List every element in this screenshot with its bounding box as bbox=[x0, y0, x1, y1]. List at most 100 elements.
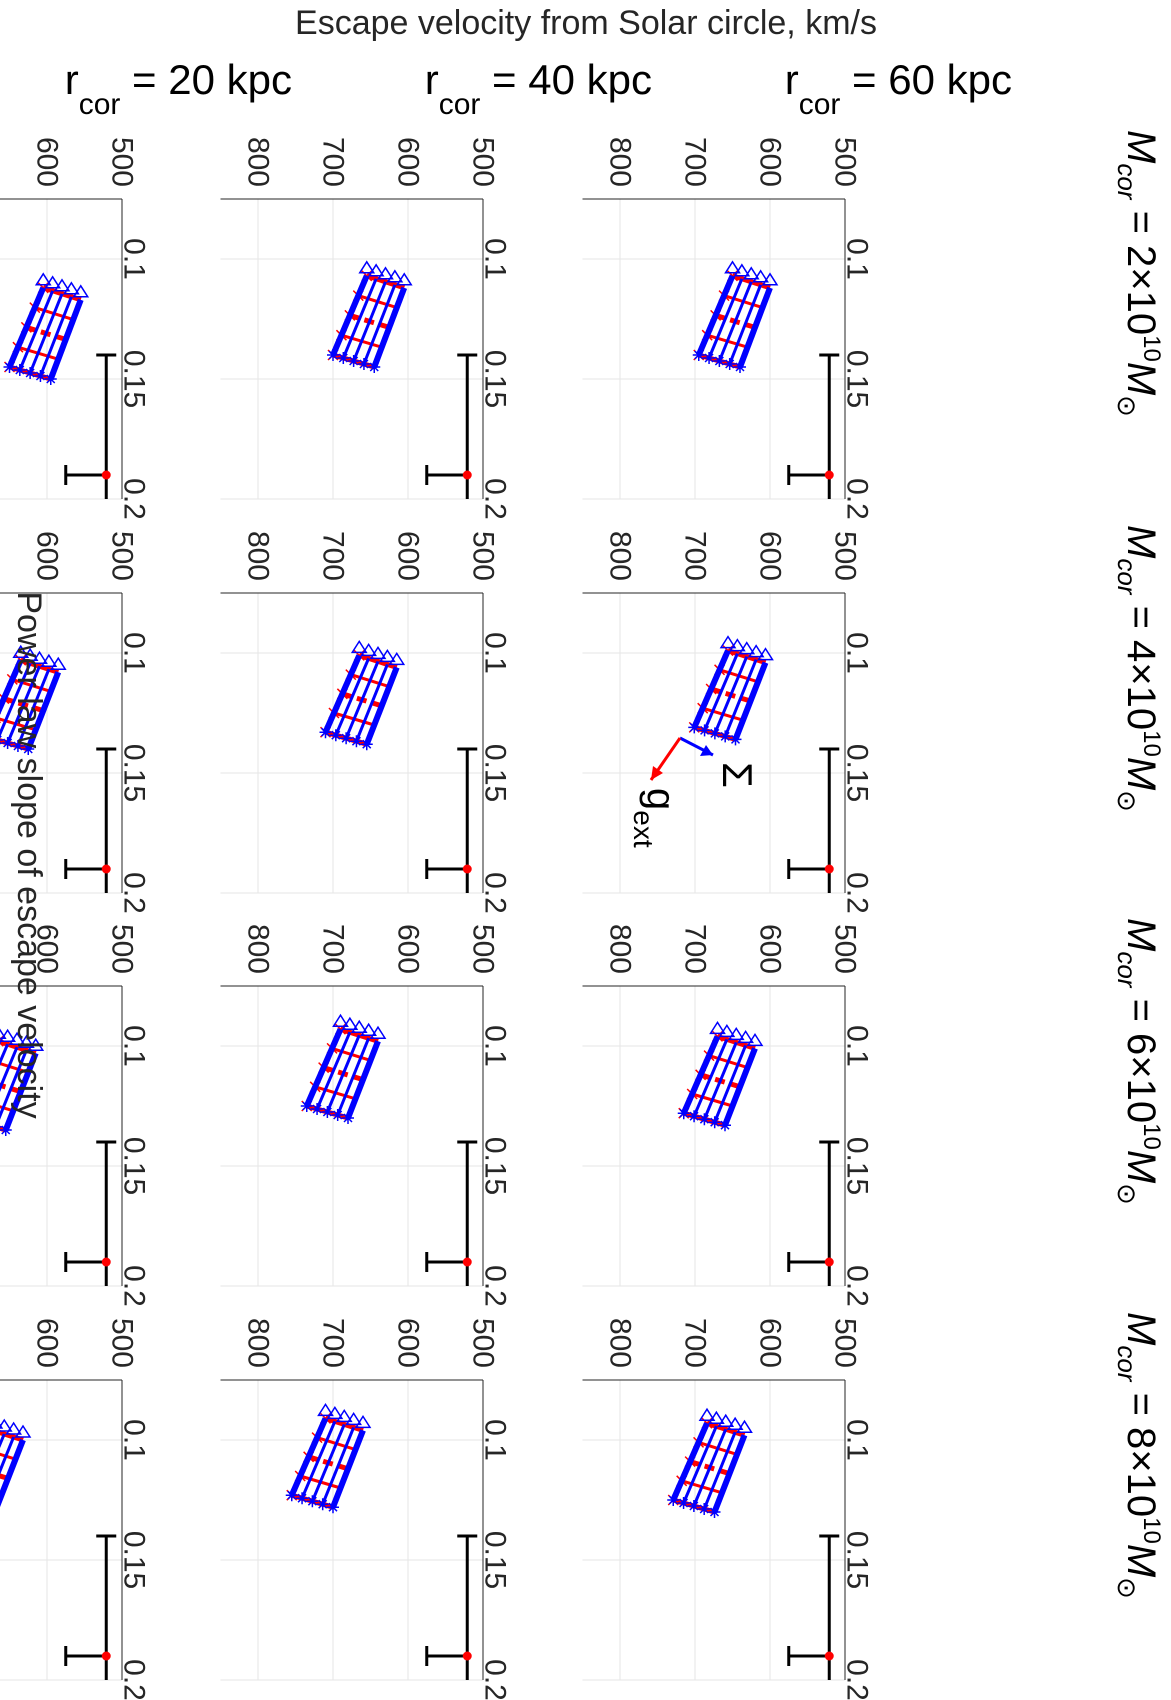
model-line-sigma bbox=[362, 284, 397, 365]
model-line-sigma bbox=[703, 653, 739, 731]
model-line-sigma bbox=[0, 1046, 19, 1093]
model-marker-sigma bbox=[347, 355, 360, 367]
x-tick-label: 600 bbox=[392, 1318, 425, 1368]
model-line-sigma bbox=[300, 1420, 337, 1499]
gext-subscript: ext bbox=[628, 810, 659, 848]
column-title-unit-sub: ⊙ bbox=[1112, 395, 1142, 417]
model-marker-sigma bbox=[719, 730, 732, 743]
observed-point bbox=[101, 1257, 111, 1267]
model-marker-sigma bbox=[667, 1494, 680, 1506]
model-marker-sigma bbox=[327, 1501, 339, 1514]
model-line-sigma bbox=[39, 296, 73, 377]
x-tick-label: 600 bbox=[754, 137, 787, 187]
y-tick-label: 0.2 bbox=[479, 1659, 512, 1700]
model-line-sigma bbox=[310, 1423, 346, 1502]
model-line-sigma bbox=[18, 290, 55, 371]
model-line-sigma bbox=[0, 1043, 10, 1066]
model-line-sigma bbox=[330, 274, 370, 357]
y-tick-label: 0.15 bbox=[479, 1137, 512, 1195]
panel-r0-c0: 500 600 700 800 0.1 0.15 0.2 bbox=[582, 137, 874, 520]
y-tick-label: 0.1 bbox=[118, 238, 151, 280]
model-marker-triangle bbox=[14, 1424, 32, 1438]
column-title-sub: cor bbox=[1112, 1345, 1142, 1382]
y-tick-label: 0.15 bbox=[841, 744, 874, 802]
y-tick-label: 0.1 bbox=[841, 1025, 874, 1067]
x-tick-label: 700 bbox=[317, 531, 350, 581]
model-marker-sigma bbox=[723, 358, 736, 370]
observed-point bbox=[824, 470, 834, 480]
model-marker-triangle bbox=[736, 1419, 753, 1433]
observed-point bbox=[101, 864, 111, 874]
x-tick-label: 600 bbox=[754, 1318, 787, 1368]
model-marker-sigma bbox=[0, 1124, 12, 1136]
column-title: Mcor = 6×1010M⊙ bbox=[1112, 918, 1165, 1205]
y-tick-label: 0.2 bbox=[841, 1265, 874, 1307]
y-tick-label: 0.1 bbox=[479, 1419, 512, 1461]
model-marker-sigma bbox=[337, 352, 350, 364]
model-marker-sigma bbox=[734, 361, 746, 373]
y-tick-label: 0.15 bbox=[118, 744, 151, 802]
row-title-prefix: r bbox=[425, 56, 439, 103]
model-marker-triangle bbox=[746, 1033, 764, 1047]
x-tick-label: 500 bbox=[829, 531, 862, 581]
x-tick-label: 600 bbox=[392, 924, 425, 974]
column-title-prefix: M bbox=[1119, 1312, 1163, 1346]
gext-letter: g bbox=[639, 788, 683, 810]
model-marker-sigma bbox=[44, 373, 57, 385]
observed-point bbox=[824, 1257, 834, 1267]
model-line-sigma bbox=[325, 1034, 361, 1113]
model-line-sigma bbox=[702, 1431, 737, 1510]
model-marker-sigma bbox=[340, 732, 353, 745]
model-marker-sigma bbox=[692, 349, 705, 361]
panel-r1-c0: 500 600 700 800 0.1 0.15 0.2 bbox=[220, 137, 512, 520]
model-marker-sigma bbox=[703, 352, 716, 364]
y-tick-label: 0.15 bbox=[841, 1531, 874, 1589]
model-line-sigma bbox=[0, 658, 24, 715]
y-tick-label: 0.1 bbox=[479, 632, 512, 674]
row-title: rcor = 60 kpc bbox=[785, 56, 1012, 121]
y-tick-label: 0.1 bbox=[841, 632, 874, 674]
model-line-sigma bbox=[681, 1035, 721, 1115]
x-tick-label: 700 bbox=[679, 924, 712, 974]
model-line-sigma bbox=[0, 662, 32, 738]
y-tick-label: 0.15 bbox=[479, 744, 512, 802]
observed-point bbox=[101, 1651, 111, 1661]
x-tick-label: 800 bbox=[242, 1318, 275, 1368]
row-title-rest: = 60 kpc bbox=[840, 56, 1012, 103]
model-line-sigma bbox=[717, 281, 753, 362]
model-line-sigma bbox=[28, 293, 64, 374]
column-title: Mcor = 2×1010M⊙ bbox=[1112, 130, 1165, 417]
model-line-sigma bbox=[341, 278, 378, 359]
gext-arrow-head bbox=[651, 766, 663, 780]
y-tick-label: 0.1 bbox=[479, 1025, 512, 1067]
observed-point bbox=[462, 864, 472, 874]
model-line-sigma bbox=[315, 1031, 352, 1110]
y-tick-label: 0.1 bbox=[841, 1419, 874, 1461]
model-marker-sigma bbox=[327, 349, 339, 361]
x-tick-label: 500 bbox=[467, 1318, 500, 1368]
x-tick-label: 700 bbox=[679, 531, 712, 581]
column-title-prefix: M bbox=[1119, 525, 1163, 559]
observed-point bbox=[824, 864, 834, 874]
x-tick-label: 600 bbox=[31, 924, 64, 974]
model-marker-sigma bbox=[729, 733, 742, 746]
x-tick-label: 800 bbox=[604, 137, 637, 187]
model-marker-sigma bbox=[306, 1495, 319, 1508]
model-marker-sigma bbox=[24, 367, 37, 379]
model-line-sigma bbox=[330, 1429, 366, 1509]
model-marker-triangle bbox=[317, 1403, 334, 1417]
model-marker-sigma bbox=[300, 1100, 313, 1112]
model-line-gext bbox=[0, 1105, 14, 1113]
model-marker-sigma bbox=[688, 1110, 701, 1123]
y-tick-label: 0.2 bbox=[479, 1265, 512, 1307]
model-marker-sigma bbox=[688, 721, 701, 734]
column-title-exp: 10 bbox=[1138, 730, 1165, 757]
x-tick-label: 500 bbox=[106, 137, 139, 187]
model-line-sigma bbox=[336, 1037, 371, 1116]
row-title-sub: cor bbox=[439, 88, 481, 121]
model-line-sigma bbox=[345, 1040, 381, 1120]
y-tick-label: 0.2 bbox=[118, 1659, 151, 1700]
column-title-rest: = 4×10 bbox=[1119, 594, 1163, 730]
column-title-unit-sub: ⊙ bbox=[1112, 1183, 1142, 1205]
model-marker-triangle bbox=[72, 284, 90, 298]
